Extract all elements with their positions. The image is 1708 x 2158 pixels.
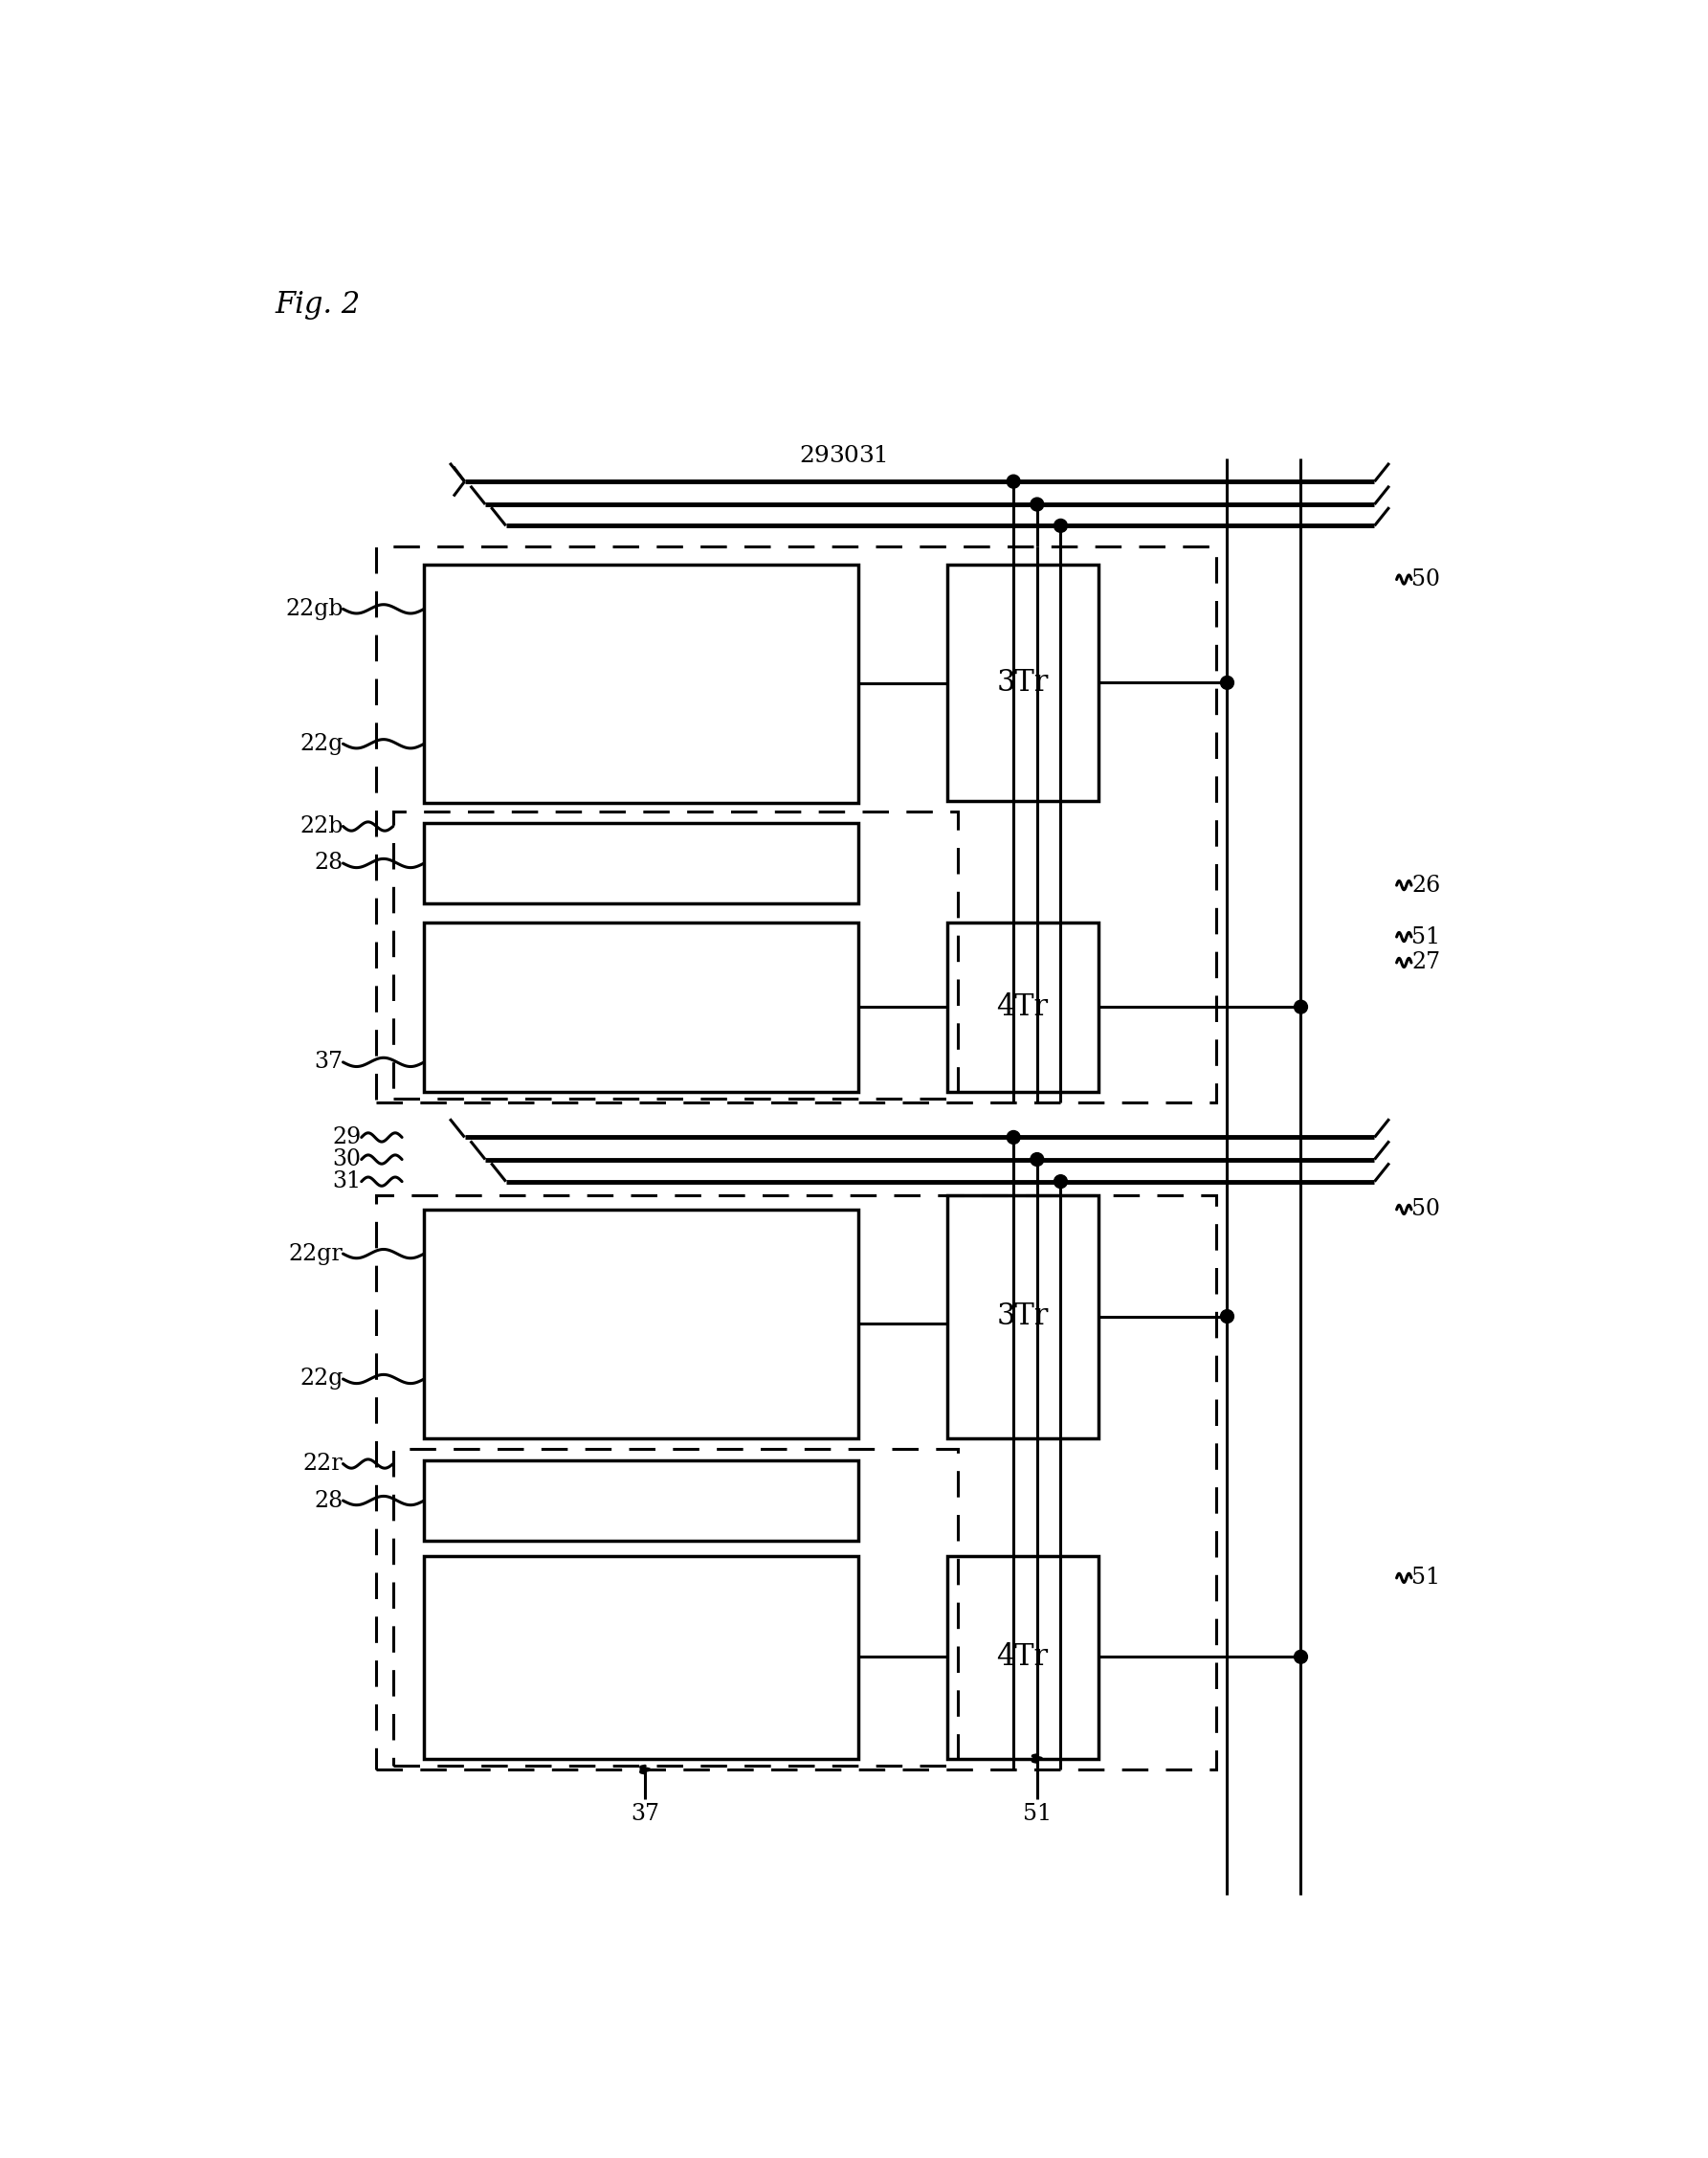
Bar [424,1556,859,1759]
Text: 4Tr: 4Tr [996,1642,1049,1672]
Circle shape [1221,1310,1233,1323]
Circle shape [1054,1174,1068,1189]
Text: 37: 37 [630,1802,659,1826]
Bar [393,811,958,1098]
Text: 50: 50 [1411,1198,1440,1221]
Text: 3Tr: 3Tr [996,667,1049,697]
Circle shape [1030,498,1044,511]
Circle shape [1295,1651,1308,1664]
Circle shape [1054,520,1068,533]
Text: 22r: 22r [304,1452,343,1474]
Text: 28: 28 [314,1489,343,1511]
Text: 4Tr: 4Tr [996,993,1049,1021]
Text: Fig. 2: Fig. 2 [275,289,360,319]
Text: 31: 31 [333,1170,362,1193]
Text: 29: 29 [799,445,830,468]
Text: 3Tr: 3Tr [996,1301,1049,1331]
Text: 22gb: 22gb [285,598,343,619]
Circle shape [1295,1001,1308,1014]
Bar [424,822,859,904]
Circle shape [1221,675,1233,688]
Bar [948,1196,1098,1437]
Bar [424,1208,859,1437]
Circle shape [1008,475,1020,488]
Text: 30: 30 [333,1148,362,1170]
Text: 22g: 22g [299,1368,343,1390]
Bar [393,1448,958,1765]
Text: 37: 37 [314,1051,343,1073]
Text: 27: 27 [1411,952,1440,973]
Text: 31: 31 [859,445,888,468]
Circle shape [1008,1131,1020,1144]
Bar [948,1556,1098,1759]
Bar [376,1196,1216,1770]
Text: 30: 30 [828,445,859,468]
Text: 22g: 22g [299,734,343,755]
Bar [376,546,1216,1103]
Text: 29: 29 [333,1126,362,1148]
Text: 50: 50 [1411,568,1440,591]
Bar [948,921,1098,1092]
Text: 22gr: 22gr [289,1243,343,1265]
Bar [948,565,1098,801]
Text: 51: 51 [1023,1802,1052,1826]
Text: 28: 28 [314,852,343,874]
Text: 51: 51 [1411,926,1440,947]
Bar [424,1461,859,1541]
Bar [424,565,859,803]
Circle shape [1030,1152,1044,1165]
Text: 51: 51 [1411,1567,1440,1588]
Bar [424,921,859,1092]
Text: 26: 26 [1411,874,1440,896]
Text: 22b: 22b [299,816,343,837]
